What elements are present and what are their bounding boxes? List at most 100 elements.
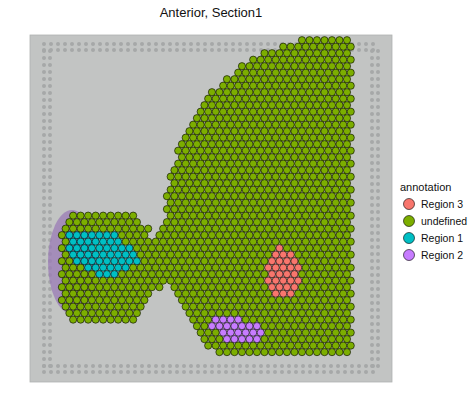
spot xyxy=(103,297,110,304)
fiducial-dot xyxy=(376,119,380,123)
spot xyxy=(257,121,264,128)
spot xyxy=(223,336,230,343)
spot xyxy=(302,186,309,193)
spot xyxy=(283,50,290,57)
spot xyxy=(253,102,260,109)
spot xyxy=(242,277,249,284)
spot xyxy=(321,271,328,278)
spot xyxy=(141,245,148,252)
fiducial-dot xyxy=(48,140,52,144)
spot xyxy=(231,245,238,252)
spot xyxy=(145,238,152,245)
spot xyxy=(272,69,279,76)
spot xyxy=(122,238,129,245)
fiducial-dot xyxy=(48,357,52,361)
fiducial-dot xyxy=(42,364,46,368)
fiducial-dot xyxy=(48,350,52,354)
spot xyxy=(291,76,298,83)
spot xyxy=(283,271,290,278)
spot xyxy=(328,102,335,109)
spot xyxy=(62,251,69,258)
spot xyxy=(283,349,290,356)
spot xyxy=(287,225,294,232)
spot xyxy=(280,251,287,258)
spot xyxy=(212,95,219,102)
spot xyxy=(287,342,294,349)
spot xyxy=(317,225,324,232)
spot xyxy=(178,141,185,148)
fiducial-dot xyxy=(376,140,380,144)
fiducial-dot xyxy=(42,105,46,109)
fiducial-dot xyxy=(273,370,277,374)
spot xyxy=(287,238,294,245)
spot xyxy=(216,284,223,291)
spot xyxy=(81,271,88,278)
fiducial-dot xyxy=(350,364,354,368)
spot xyxy=(276,89,283,96)
spot xyxy=(302,238,309,245)
spot xyxy=(227,186,234,193)
spot xyxy=(253,89,260,96)
spot xyxy=(283,284,290,291)
fiducial-dot xyxy=(196,42,200,46)
spot xyxy=(340,342,347,349)
spot xyxy=(238,76,245,83)
spot xyxy=(276,219,283,226)
fiducial-dot xyxy=(376,77,380,81)
spot xyxy=(336,180,343,187)
fiducial-dot xyxy=(370,301,374,305)
spot xyxy=(81,297,88,304)
spot xyxy=(313,167,320,174)
spot xyxy=(253,180,260,187)
spot xyxy=(283,76,290,83)
spot xyxy=(235,251,242,258)
spot xyxy=(313,115,320,122)
spot xyxy=(242,134,249,141)
spot xyxy=(272,108,279,115)
spot xyxy=(152,277,159,284)
fiducial-dot xyxy=(48,329,52,333)
spot xyxy=(306,284,313,291)
spot xyxy=(201,128,208,135)
spot xyxy=(220,342,227,349)
fiducial-dot xyxy=(140,42,144,46)
spot xyxy=(298,141,305,148)
fiducial-dot xyxy=(48,308,52,312)
fiducial-dot xyxy=(42,329,46,333)
fiducial-dot xyxy=(376,231,380,235)
spot xyxy=(343,180,350,187)
spot xyxy=(257,173,264,180)
spot xyxy=(186,180,193,187)
spot xyxy=(70,264,77,271)
spot xyxy=(190,238,197,245)
spot xyxy=(227,303,234,310)
spot xyxy=(328,297,335,304)
spot xyxy=(325,225,332,232)
spot xyxy=(261,232,268,239)
legend: annotationRegion 3undefinedRegion 1Regio… xyxy=(400,181,467,261)
spot xyxy=(212,212,219,219)
spot xyxy=(340,121,347,128)
spot xyxy=(175,212,182,219)
fiducial-dot xyxy=(42,370,46,374)
spot xyxy=(107,238,114,245)
fiducial-dot xyxy=(259,370,263,374)
spot xyxy=(66,219,73,226)
spot xyxy=(313,37,320,44)
spot xyxy=(212,303,219,310)
spot xyxy=(261,180,268,187)
spot xyxy=(208,219,215,226)
spot xyxy=(298,37,305,44)
spot xyxy=(238,193,245,200)
spot xyxy=(73,310,80,317)
spot xyxy=(257,134,264,141)
spot xyxy=(70,238,77,245)
spot xyxy=(246,323,253,330)
spot xyxy=(242,238,249,245)
spot xyxy=(100,238,107,245)
spot xyxy=(171,232,178,239)
spot xyxy=(182,251,189,258)
spot xyxy=(295,212,302,219)
fiducial-dot xyxy=(42,224,46,228)
spot xyxy=(133,310,140,317)
